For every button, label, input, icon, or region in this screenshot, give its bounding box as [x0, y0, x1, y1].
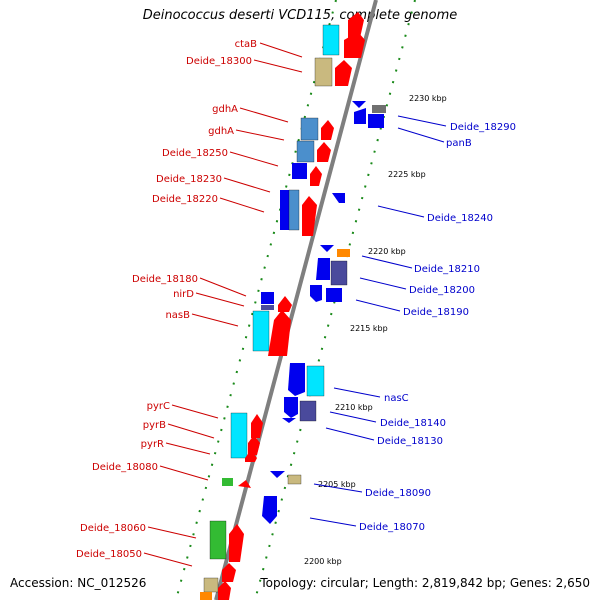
label-ctaB: ctaB — [235, 39, 258, 50]
gene-Deide_18130-arrow — [282, 418, 296, 423]
right-label-lines — [309, 115, 447, 527]
gene-Deide_18070-arrow — [262, 496, 277, 524]
left-label-lines — [143, 42, 303, 567]
label-Deide_18090: Deide_18090 — [365, 488, 431, 499]
gene-Deide_18300-arrow — [335, 60, 352, 86]
gene-orange-block — [337, 249, 350, 257]
label-Deide_18250: Deide_18250 — [162, 148, 228, 159]
gene-gdhA-block — [300, 117, 319, 141]
gene-grey-block — [372, 105, 386, 113]
gene-Deide_18230-block — [280, 190, 289, 230]
label-Deide_18070: Deide_18070 — [359, 522, 425, 533]
gene-Deide_18180-block — [261, 292, 274, 304]
label-gdhA-2: gdhA — [208, 126, 234, 137]
label-Deide_18230: Deide_18230 — [156, 174, 222, 185]
label-nirD: nirD — [173, 289, 194, 300]
label-pyrC: pyrC — [147, 401, 170, 412]
gene-Deide_18060-block — [209, 520, 227, 560]
label-nasC: nasC — [384, 393, 409, 404]
gene-Deide_18190-arrow — [310, 285, 322, 302]
gene-Deide_18220-arrow — [302, 196, 317, 236]
tick-2200: 2200 kbp — [304, 557, 342, 566]
gene-Deide_18210-arrow — [316, 258, 330, 280]
gene-arrow-bottom-2 — [218, 581, 231, 600]
label-Deide_18140: Deide_18140 — [380, 418, 446, 429]
gene-ctaB-arrow — [344, 32, 365, 58]
gene-small-arrow-3 — [270, 471, 285, 478]
gene-arrow — [348, 12, 364, 38]
topology-text: Topology: circular; Length: 2,819,842 bp… — [260, 576, 590, 590]
right-labels: Deide_18290 panB Deide_18240 Deide_18210… — [359, 122, 516, 533]
label-Deide_18210: Deide_18210 — [414, 264, 480, 275]
gene-nasB-block — [252, 310, 270, 352]
left-genes — [200, 12, 365, 600]
track-guides — [175, 0, 416, 600]
gene-arrow-bottom-1 — [222, 563, 236, 582]
gene-Deide_18220-block — [288, 189, 300, 231]
label-Deide_18300: Deide_18300 — [186, 56, 252, 67]
label-Deide_18050: Deide_18050 — [76, 549, 142, 560]
gene-Deide_18250-arrow — [310, 166, 322, 186]
label-Deide_18060: Deide_18060 — [80, 523, 146, 534]
gene-rna-cyan — [322, 24, 340, 56]
map-title: Deinococcus deserti VCD115, complete gen… — [142, 8, 458, 23]
label-Deide_18080: Deide_18080 — [92, 462, 158, 473]
gene-orange-bottom — [200, 592, 212, 600]
gene-nasC-block — [306, 365, 325, 397]
gene-pseudo — [314, 57, 333, 87]
gene-Deide_18080-arrow — [238, 480, 251, 488]
tick-2210: 2210 kbp — [335, 403, 373, 412]
right-genes — [262, 101, 386, 524]
label-Deide_18240: Deide_18240 — [427, 213, 493, 224]
gene-nirD-arrow — [278, 296, 292, 312]
genome-backbone — [214, 0, 378, 600]
label-Deide_18130: Deide_18130 — [377, 436, 443, 447]
gene-Deide_18290-arrow — [354, 108, 366, 124]
gene-Deide_18190-block — [326, 288, 342, 302]
label-Deide_18190: Deide_18190 — [403, 307, 469, 318]
gene-Deide_18080-block — [222, 478, 233, 486]
tick-2205: 2205 kbp — [318, 480, 356, 489]
accession-text: Accession: NC_012526 — [10, 576, 147, 590]
gene-pyrC-arrow — [251, 414, 263, 438]
gene-nasB-arrow — [268, 310, 291, 356]
tick-2215: 2215 kbp — [350, 324, 388, 333]
scale-ticks: 2230 kbp 2225 kbp 2220 kbp 2215 kbp 2210… — [304, 94, 447, 566]
gene-Deide_18140-arrow — [284, 397, 298, 418]
label-nasB: nasB — [165, 310, 190, 321]
gene-gdhA2-arrow — [317, 142, 331, 162]
label-Deide_18180: Deide_18180 — [132, 274, 198, 285]
label-gdhA-1: gdhA — [212, 104, 238, 115]
gene-nirD-block — [261, 305, 274, 310]
gene-Deide_18140-block — [299, 400, 317, 422]
gene-Deide_18240-arrow — [332, 193, 345, 203]
gene-pyrR-arrow — [245, 450, 257, 462]
gene-Deide_18090-block — [287, 474, 302, 485]
gene-gdhA2-block — [296, 140, 315, 163]
tick-2220: 2220 kbp — [368, 247, 406, 256]
outer-right-dotted-track — [254, 0, 416, 600]
outer-left-dotted-track — [175, 0, 337, 600]
gene-small-arrow — [352, 101, 366, 108]
gene-pyrC-block — [230, 412, 248, 459]
label-Deide_18220: Deide_18220 — [152, 194, 218, 205]
label-Deide_18200: Deide_18200 — [409, 285, 475, 296]
gene-Deide_18200-block — [330, 260, 348, 286]
label-Deide_18290: Deide_18290 — [450, 122, 516, 133]
tick-2230: 2230 kbp — [409, 94, 447, 103]
gene-nasC-arrow — [288, 363, 305, 396]
gene-Deide_18060-arrow — [229, 524, 244, 562]
label-panB: panB — [446, 138, 472, 149]
gene-small-arrow-2 — [320, 245, 334, 252]
gene-pseudo-bottom — [203, 577, 219, 593]
tick-2225: 2225 kbp — [388, 170, 426, 179]
left-labels: ctaB Deide_18300 gdhA gdhA Deide_18250 D… — [76, 39, 257, 560]
label-pyrB: pyrB — [143, 420, 166, 431]
gene-Deide_18250-block — [292, 163, 307, 179]
gene-gdhA-arrow — [321, 120, 334, 140]
gene-panB-block — [368, 114, 384, 128]
label-pyrR: pyrR — [141, 439, 164, 450]
